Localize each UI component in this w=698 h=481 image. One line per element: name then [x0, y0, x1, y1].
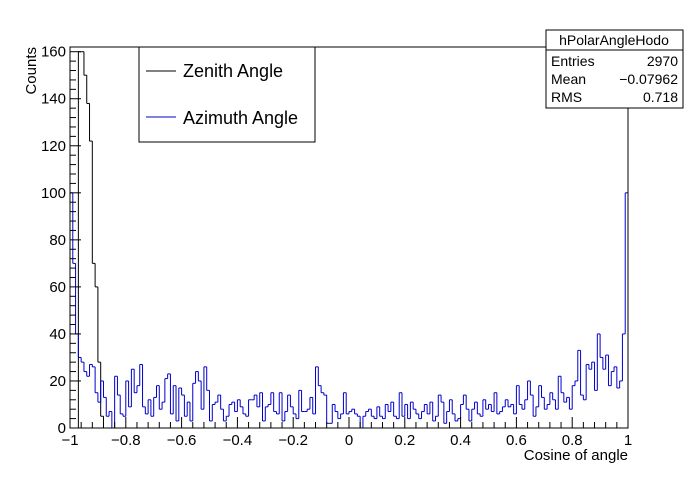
y-tick-label: 0	[58, 420, 66, 437]
y-tick-label: 120	[41, 138, 66, 155]
x-tick-label: −0.6	[167, 432, 197, 449]
x-axis-label: Cosine of angle	[524, 447, 628, 464]
x-tick-label: −1	[61, 432, 78, 449]
axes-layer: −1 −0.8 −0.6 −0.4 −0.2 0 0.2 0.4 0.6 0.8 1 0 20 40 60 8…	[41, 44, 632, 449]
stats-box-frame	[545, 29, 684, 109]
stats-mean-label: Mean	[551, 71, 586, 87]
x-tick-label: 0.8	[562, 432, 583, 449]
histogram-series-layer	[70, 51, 628, 429]
legend: Zenith Angle Azimuth Angle	[138, 46, 316, 143]
x-tick-label: 0.2	[394, 432, 415, 449]
stats-entries-value: 2970	[647, 53, 678, 69]
series-azimuth	[70, 192, 628, 429]
stats-rms-label: RMS	[551, 89, 582, 105]
stats-title: hPolarAngleHodo	[559, 32, 669, 48]
x-tick-label: −0.4	[223, 432, 253, 449]
y-tick-label: 60	[49, 279, 66, 296]
y-tick-label: 80	[49, 232, 66, 249]
legend-label-azimuth: Azimuth Angle	[183, 108, 298, 128]
legend-box	[138, 46, 316, 143]
x-tick-label: 0.4	[450, 432, 471, 449]
y-tick-label: 20	[49, 373, 66, 390]
x-tick-label: 1	[624, 432, 632, 449]
y-tick-label: 160	[41, 44, 66, 61]
x-tick-label: −0.8	[111, 432, 141, 449]
y-axis-label: Counts	[23, 47, 40, 95]
y-tick-label: 40	[49, 326, 66, 343]
x-tick-label: −0.2	[278, 432, 308, 449]
y-tick-label: 100	[41, 185, 66, 202]
y-tick-label: 140	[41, 91, 66, 108]
stats-box: hPolarAngleHodo Entries 2970 Mean −0.079…	[545, 29, 684, 109]
x-tick-label: 0.6	[506, 432, 527, 449]
stats-mean-value: −0.07962	[619, 71, 678, 87]
legend-label-zenith: Zenith Angle	[183, 61, 283, 81]
x-tick-label: 0	[345, 432, 353, 449]
stats-rms-value: 0.718	[643, 89, 678, 105]
stats-entries-label: Entries	[551, 53, 595, 69]
